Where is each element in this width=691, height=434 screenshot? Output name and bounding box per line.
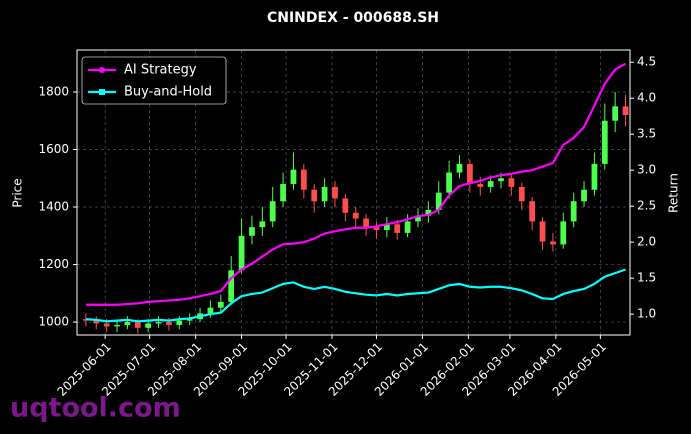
candle-body	[560, 221, 567, 245]
y-tick-label: 1800	[38, 84, 69, 98]
candle-body	[280, 184, 286, 202]
candle-body	[186, 319, 193, 321]
candle-body	[477, 184, 484, 187]
candle-body	[591, 163, 598, 190]
candle-body	[550, 241, 556, 245]
watermark: uqtool.com	[10, 393, 181, 424]
candle-body	[415, 215, 421, 222]
candle-body	[321, 186, 328, 202]
candle-body	[300, 169, 307, 190]
candle-body	[352, 212, 359, 219]
plot-frame	[76, 49, 631, 336]
candle-body	[446, 172, 452, 193]
candle-body	[373, 227, 380, 231]
y-tick-label: 1400	[38, 200, 69, 214]
candle-body	[425, 209, 432, 216]
candle-body	[581, 189, 587, 202]
candle-body	[238, 235, 245, 271]
candle-body	[134, 322, 141, 328]
candle-body	[114, 324, 120, 327]
y2-tick-label: 1.0	[637, 307, 656, 321]
y-axis-label: Price	[11, 178, 25, 207]
legend-marker	[99, 67, 105, 73]
candle-body	[622, 106, 629, 115]
candle-body	[145, 323, 152, 328]
candle-body	[498, 178, 504, 182]
legend-box	[81, 56, 227, 105]
y2-tick-label: 4.5	[637, 55, 656, 69]
candle-body	[342, 198, 349, 213]
candle-body	[456, 163, 463, 173]
candle-body	[311, 189, 318, 202]
candle-body	[570, 201, 577, 222]
candle-body	[269, 201, 276, 222]
candle-body	[166, 322, 172, 325]
candle-body	[383, 224, 390, 231]
candle-body	[487, 181, 494, 187]
candle-body	[217, 301, 224, 308]
candle-body	[176, 320, 183, 325]
candle-body	[363, 218, 369, 228]
y2-axis-label: Return	[667, 173, 681, 213]
y-tick-label: 1200	[38, 257, 69, 271]
candle-body	[467, 163, 473, 185]
y2-tick-label: 4.0	[637, 91, 656, 105]
candle-body	[435, 192, 442, 210]
chart-title: CNINDEX - 000688.SH	[267, 10, 439, 26]
y2-tick-label: 1.5	[637, 271, 656, 285]
candle-body	[539, 221, 546, 242]
series-line	[85, 62, 627, 306]
candle-body	[155, 322, 162, 324]
series-line	[85, 268, 626, 323]
candle-body	[93, 320, 100, 324]
candle-body	[207, 307, 214, 314]
candle-body	[612, 106, 619, 121]
candle-body	[103, 323, 110, 327]
candle-body	[249, 227, 255, 236]
y2-tick-label: 2.0	[637, 235, 656, 249]
candle-body	[228, 270, 235, 302]
candle-body	[290, 169, 297, 185]
y-tick-label: 1000	[38, 315, 69, 329]
candle-body	[508, 178, 515, 187]
candle-body	[332, 186, 338, 199]
y2-tick-label: 3.0	[637, 163, 656, 177]
legend-marker	[99, 89, 105, 95]
candle-body	[601, 120, 608, 164]
y2-tick-label: 3.5	[637, 127, 656, 141]
legend-label: AI Strategy	[124, 63, 197, 78]
candle-body	[529, 201, 536, 222]
candle-body	[518, 186, 525, 202]
candle-body	[404, 221, 411, 233]
y-tick-label: 1600	[38, 142, 69, 156]
y2-tick-label: 2.5	[637, 199, 656, 213]
legend-label: Buy-and-Hold	[124, 85, 212, 100]
candle-body	[394, 224, 401, 233]
candle-body	[124, 322, 131, 325]
candle-body	[259, 221, 266, 228]
